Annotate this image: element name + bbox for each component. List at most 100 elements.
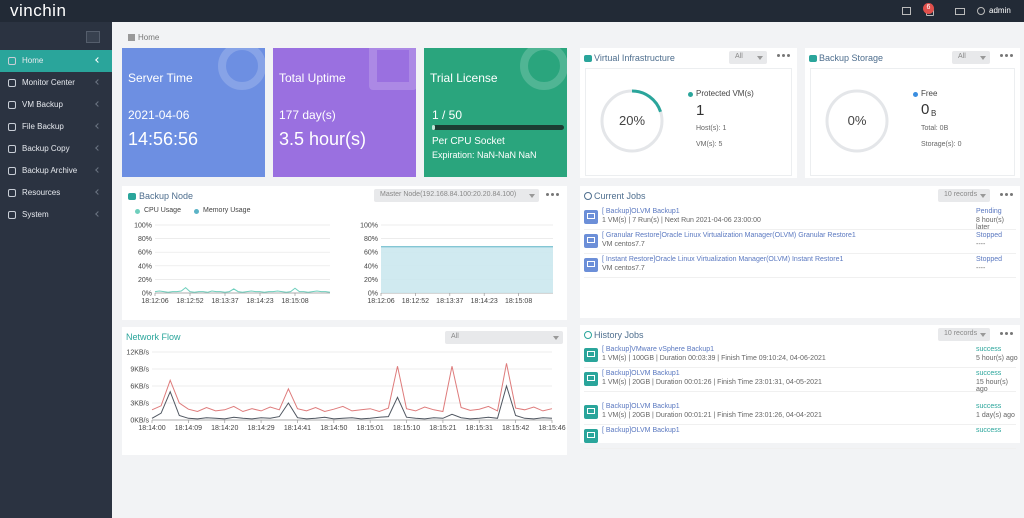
- select[interactable]: All: [729, 51, 767, 64]
- gauge-label: 20%: [619, 113, 645, 128]
- menu-toggle[interactable]: [86, 31, 100, 43]
- job-status: success: [976, 346, 1002, 353]
- menu-item[interactable]: File Backup: [0, 116, 112, 138]
- notification-count: 6: [926, 4, 931, 11]
- dot: [1005, 54, 1008, 57]
- job-detail: 1 VM(s) | 7 Run(s) | Next Run 2021-04-06…: [602, 217, 761, 224]
- job-name: [ Instant Restore]Oracle Linux Virtualiz…: [602, 256, 844, 263]
- job-time: 1 day(s) ago: [976, 412, 1015, 419]
- gauge: 20%: [600, 89, 664, 153]
- user-avatar[interactable]: [977, 7, 985, 15]
- menu-icon: [8, 211, 16, 219]
- job-status: success: [976, 427, 1002, 434]
- menu-label: Monitor Center: [22, 78, 75, 87]
- y-tick-label: 100%: [134, 223, 152, 230]
- menu-item[interactable]: VM Backup: [0, 94, 112, 116]
- panel-title: Backup Storage: [819, 53, 884, 63]
- job-icon-inner: [587, 237, 595, 243]
- panel-icon: [584, 192, 592, 200]
- select-arrow: [757, 56, 763, 60]
- x-tick-label: 18:14:20: [211, 425, 238, 432]
- more-button[interactable]: [1000, 190, 1016, 198]
- job-row[interactable]: [ Backup]VMware vSphere Backup1 1 VM(s) |…: [584, 346, 1018, 368]
- menu-icon: [8, 167, 16, 175]
- select[interactable]: All: [952, 51, 990, 64]
- menu-icon: [8, 79, 16, 87]
- more-button[interactable]: [546, 190, 562, 198]
- dot: [1005, 193, 1008, 196]
- job-row[interactable]: [ Backup]OLVM Backup1 1 VM(s) | 20GB | Du…: [584, 370, 1016, 393]
- panel-title: History Jobs: [594, 330, 644, 340]
- more-button[interactable]: [777, 51, 793, 59]
- menu-item[interactable]: Backup Archive: [0, 160, 112, 182]
- panel-body: 0% Free 0 B Total: 0B Storage(s): 0: [810, 68, 1015, 176]
- sidebar: Home Monitor Center VM Backup File Backup Ba…: [0, 22, 112, 518]
- select[interactable]: All: [445, 331, 563, 344]
- summary-card: Total Uptime 177 day(s) 3.5 hour(s): [273, 48, 416, 177]
- more-button[interactable]: [1000, 329, 1016, 337]
- x-tick-label: 18:14:09: [175, 425, 202, 432]
- x-tick-label: 18:14:23: [471, 298, 498, 305]
- y-tick-label: 9KB/s: [130, 367, 149, 374]
- menu-label: Resources: [22, 188, 61, 197]
- menu-arrow: [95, 57, 101, 63]
- job-row[interactable]: [ Backup]OLVM Backup1 1 VM(s) | 7 Run(s) …: [584, 208, 1016, 231]
- legend-dot: [135, 209, 140, 214]
- x-tick-label: 18:14:50: [320, 425, 347, 432]
- dot: [777, 54, 780, 57]
- more-button[interactable]: [1000, 51, 1016, 59]
- job-name: [ Backup]OLVM Backup1: [602, 403, 680, 410]
- panel-icon: [128, 193, 136, 200]
- icon-monitor[interactable]: [955, 8, 965, 15]
- job-status: Stopped: [976, 232, 1003, 239]
- menu-item[interactable]: Monitor Center: [0, 72, 112, 94]
- legend-dot: [194, 209, 199, 214]
- menu-item[interactable]: Home: [0, 50, 112, 72]
- x-tick-label: 18:15:08: [505, 298, 532, 305]
- panel: Network Flow All 0KB/s 3KB/s 6KB/s 9KB/s 12KB/…: [122, 327, 567, 455]
- select-arrow: [553, 336, 559, 340]
- job-row[interactable]: [ Granular Restore]Oracle Linux Virtuali…: [584, 232, 1016, 254]
- card-title: Total Uptime: [279, 71, 346, 85]
- menu-arrow: [95, 101, 101, 107]
- select[interactable]: 10 records: [938, 328, 990, 341]
- node-charts: 0% 20% 40% 60% 80% 100% 18:12:06 18:12:52 18:13:…: [134, 223, 553, 305]
- menu-item[interactable]: Resources: [0, 182, 112, 204]
- panel-title: Virtual Infrastructure: [594, 53, 675, 63]
- user-name[interactable]: admin: [989, 6, 1011, 15]
- panel: Virtual Infrastructure All 20% Protected VM…: [580, 48, 797, 178]
- y-tick-label: 20%: [138, 277, 152, 284]
- summary-card: Server Time 2021-04-06 14:56:56: [122, 48, 265, 177]
- job-row[interactable]: [ Backup]OLVM Backup1 1 VM(s) | 20GB | Du…: [584, 403, 1016, 425]
- x-tick-label: 18:14:23: [246, 298, 273, 305]
- y-tick-label: 0%: [142, 291, 152, 298]
- flow-line: [151, 384, 553, 420]
- job-row[interactable]: [ Backup]OLVM Backup1 success: [584, 427, 1016, 449]
- job-row[interactable]: [ Instant Restore]Oracle Linux Virtualiz…: [584, 256, 1016, 278]
- card-title: Server Time: [128, 71, 193, 85]
- y-tick-label: 0%: [368, 291, 378, 298]
- select-value: All: [958, 53, 966, 60]
- breadcrumb[interactable]: Home: [138, 33, 160, 42]
- menu-item[interactable]: Backup Copy: [0, 138, 112, 160]
- menu-arrow: [95, 189, 101, 195]
- card-watermark: [218, 48, 265, 90]
- job-detail: 1 VM(s) | 100GB | Duration 00:03:39 | Fi…: [602, 355, 826, 362]
- job-icon-inner: [587, 408, 595, 414]
- job-status: Stopped: [976, 256, 1003, 263]
- menu-item[interactable]: System: [0, 204, 112, 226]
- x-tick-label: 18:15:31: [466, 425, 493, 432]
- network-chart: 0KB/s 3KB/s 6KB/s 9KB/s 12KB/s 18:14:00 18:14:…: [126, 350, 565, 433]
- panel: Backup Storage All 0% Free 0 B Total: 0B Storag…: [805, 48, 1020, 178]
- x-tick-label: 18:15:10: [393, 425, 420, 432]
- icon-grid[interactable]: [902, 7, 911, 15]
- select-arrow: [980, 333, 986, 337]
- select[interactable]: Master Node(192.168.84.100:20.20.84.100): [374, 189, 539, 202]
- menu-icon: [8, 123, 16, 131]
- license-bar-fill: [432, 125, 435, 130]
- select[interactable]: 10 records: [938, 189, 990, 202]
- menu-label: System: [22, 210, 49, 219]
- gauge-track: [825, 89, 889, 153]
- card-line: Expiration: NaN-NaN NaN: [432, 150, 537, 160]
- notification-badge: 6: [923, 3, 934, 14]
